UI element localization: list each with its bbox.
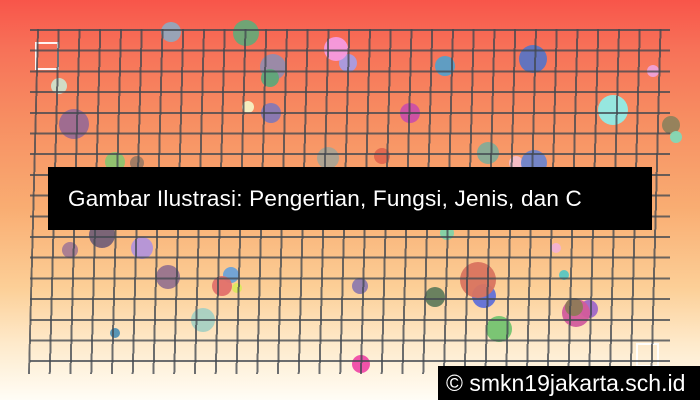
scatter-circle xyxy=(670,131,682,143)
watermark-text: © smkn19jakarta.sch.id xyxy=(446,369,686,396)
title-banner: Gambar Ilustrasi: Pengertian, Fungsi, Je… xyxy=(48,167,652,230)
title-text: Gambar Ilustrasi: Pengertian, Fungsi, Je… xyxy=(68,185,582,211)
watermark-badge: © smkn19jakarta.sch.id xyxy=(438,366,700,400)
